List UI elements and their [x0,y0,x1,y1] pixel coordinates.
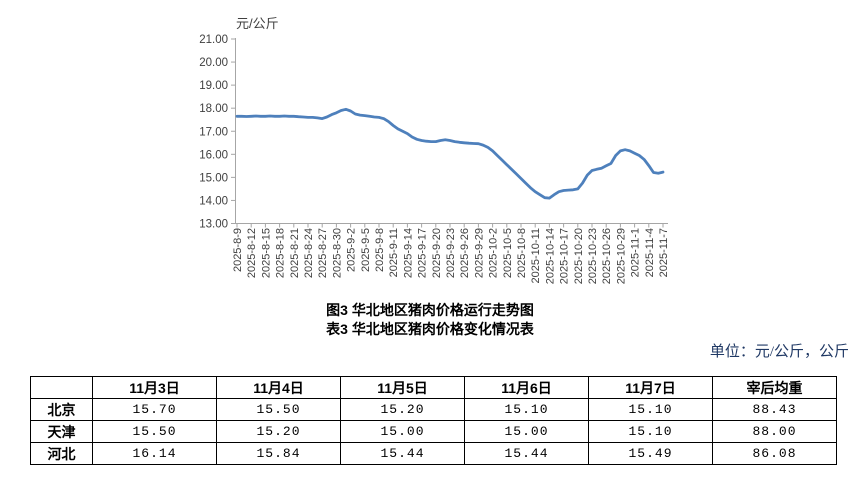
x-tick-label: 2025-11-1 [630,228,642,277]
price-cell: 15.50 [216,398,341,421]
x-tick-label: 2025-9-14 [402,228,414,278]
table-row: 河北 16.14 15.84 15.44 15.44 15.49 86.08 [30,442,837,465]
x-tick-label: 2025-8-27 [317,228,329,278]
price-cell: 15.70 [92,398,217,421]
table-row: 天津 15.50 15.20 15.00 15.00 15.10 88.00 [30,420,837,443]
figure-title: 图3 华北地区猪肉价格运行走势图 [326,302,534,318]
x-tick-label: 2025-9-17 [417,228,429,278]
price-cell: 15.10 [464,398,589,421]
price-cell: 88.00 [712,420,837,443]
column-header: 11月6日 [464,376,589,399]
x-tick-label: 2025-10-14 [544,228,556,284]
x-tick-label: 2025-10-26 [601,228,613,284]
corner-cell [30,376,93,399]
x-tick-label: 2025-11-4 [644,228,656,277]
y-axis-unit-label: 元/公斤 [236,16,279,31]
price-cell: 15.44 [464,442,589,465]
price-cell: 15.10 [588,420,713,443]
column-header: 11月4日 [216,376,341,399]
x-tick-label: 2025-8-15 [260,228,272,278]
price-cell: 88.43 [712,398,837,421]
price-line [235,107,665,200]
y-tick-label: 17.00 [199,126,228,138]
y-tick-label: 20.00 [199,57,228,69]
x-tick-label: 2025-10-11 [530,228,542,283]
table-title: 表3 华北地区猪肉价格变化情况表 [326,321,534,337]
price-trend-chart: 13.00 14.00 15.00 16.00 17.00 18.00 19.00 20.00… [199,16,670,284]
price-cell: 15.44 [340,442,465,465]
price-cell: 15.50 [92,420,217,443]
column-header: 11月7日 [588,376,713,399]
x-tick-label: 2025-8-18 [275,228,287,278]
x-tick-label: 2025-10-5 [502,228,514,278]
unit-note: 单位：元/公斤，公斤 [709,344,849,360]
price-cell: 15.00 [340,420,465,443]
x-tick-label: 2025-9-29 [473,228,485,278]
price-cell: 15.84 [216,442,341,465]
price-cell: 15.10 [588,398,713,421]
x-tick-label: 2025-9-11 [388,228,400,277]
x-tick-label: 2025-10-23 [587,228,599,284]
price-cell: 15.20 [216,420,341,443]
x-tick-label: 2025-8-24 [303,228,315,278]
price-cell: 16.14 [92,442,217,465]
x-tick-label: 2025-10-8 [516,228,528,278]
y-tick-label: 14.00 [199,195,228,207]
x-tick-label: 2025-10-17 [559,228,571,284]
price-cell: 15.20 [340,398,465,421]
x-tick-label: 2025-8-12 [246,228,258,278]
y-tick-label: 19.00 [199,80,228,92]
row-label: 天津 [30,420,93,443]
price-cell: 86.08 [712,442,837,465]
table-row: 北京 15.70 15.50 15.20 15.10 15.10 88.43 [30,398,837,421]
x-tick-label: 2025-9-5 [360,228,372,272]
x-tick-label: 2025-8-21 [289,228,301,278]
column-header: 11月3日 [92,376,217,399]
x-tick-label: 2025-9-26 [459,228,471,278]
x-tick-label: 2025-10-29 [615,228,627,284]
price-table: 11月3日 11月4日 11月5日 11月6日 11月7日 宰后均重 北京 15.70 15.5… [30,376,837,465]
x-tick-label: 2025-9-20 [431,228,443,278]
table-header-row: 11月3日 11月4日 11月5日 11月6日 11月7日 宰后均重 [30,376,837,399]
column-header: 11月5日 [340,376,465,399]
x-tick-label: 2025-8-9 [232,228,244,272]
y-tick-label: 16.00 [199,149,228,161]
chart-titles: 图3 华北地区猪肉价格运行走势图 表3 华北地区猪肉价格变化情况表 [0,301,860,339]
row-label: 北京 [30,398,93,421]
x-tick-label: 2025-8-30 [331,228,343,278]
y-tick-label: 15.00 [199,172,228,184]
price-cell: 15.00 [464,420,589,443]
y-tick-label: 21.00 [199,34,228,46]
x-tick-label: 2025-9-8 [374,228,386,272]
row-label: 河北 [30,442,93,465]
x-tick-label: 2025-10-20 [573,228,585,284]
column-header: 宰后均重 [712,376,837,399]
x-tick-label: 2025-11-7 [658,228,670,277]
y-tick-label: 13.00 [199,219,228,231]
x-tick-label: 2025-9-2 [346,228,358,272]
x-tick-label: 2025-10-2 [488,228,500,278]
price-cell: 15.49 [588,442,713,465]
y-tick-label: 18.00 [199,103,228,115]
x-tick-label: 2025-9-23 [445,228,457,278]
